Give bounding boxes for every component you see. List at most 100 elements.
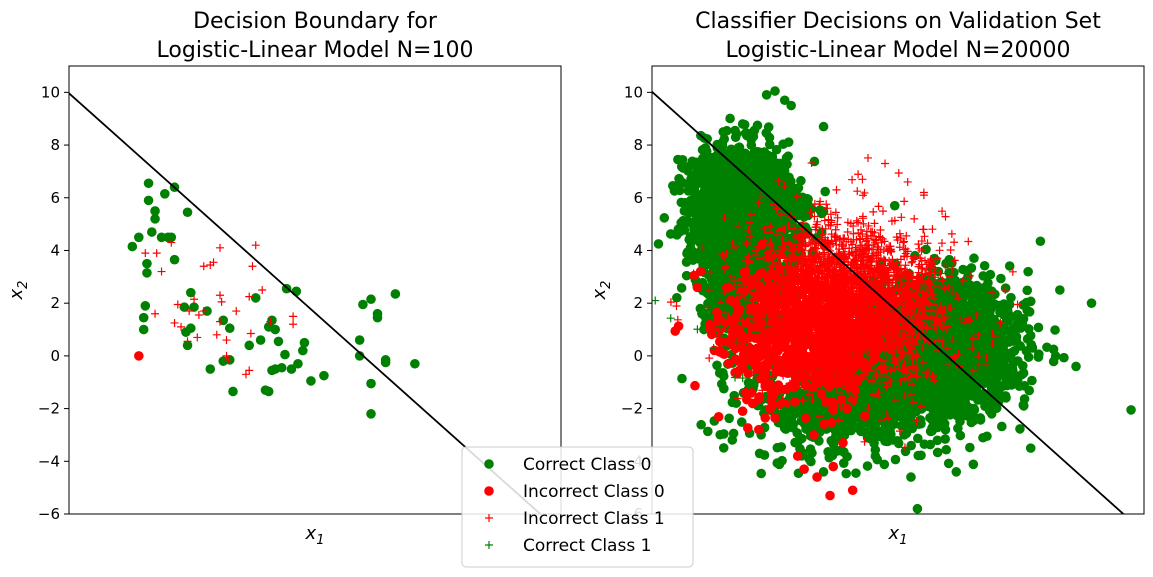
correct-class-0-point bbox=[273, 336, 284, 347]
correct-class-0-point bbox=[706, 157, 716, 168]
incorrect-class-1-point bbox=[152, 249, 161, 258]
correct-class-0-point bbox=[1086, 298, 1097, 308]
correct-class-0-point bbox=[806, 204, 817, 214]
correct-class-0-point bbox=[912, 433, 923, 444]
correct-class-0-point bbox=[673, 224, 684, 235]
incorrect-class-1-point bbox=[151, 309, 160, 318]
x-axis-label-sub: 1 bbox=[899, 533, 907, 548]
correct-class-0-point bbox=[916, 450, 926, 461]
correct-class-0-point bbox=[932, 447, 943, 458]
correct-class-0-point bbox=[138, 312, 149, 323]
series-correct-class-0 bbox=[127, 178, 420, 419]
correct-class-0-point bbox=[299, 337, 310, 348]
correct-class-0-point bbox=[1033, 322, 1044, 333]
correct-class-0-point bbox=[678, 163, 689, 173]
y-tick-label: 4 bbox=[633, 241, 643, 259]
correct-class-0-point bbox=[980, 300, 991, 311]
correct-class-0-point bbox=[1018, 401, 1029, 411]
correct-class-0-point bbox=[354, 351, 365, 361]
correct-class-0-point bbox=[291, 286, 302, 297]
correct-class-0-point bbox=[722, 184, 733, 194]
x-axis-label: x1 bbox=[305, 523, 325, 548]
correct-class-0-point bbox=[921, 244, 931, 255]
correct-class-0-point bbox=[181, 327, 191, 337]
correct-class-0-point bbox=[1015, 424, 1025, 434]
correct-class-0-point bbox=[930, 421, 941, 432]
y-tick-label: 4 bbox=[50, 241, 60, 259]
correct-class-0-point bbox=[959, 306, 970, 316]
correct-class-0-point bbox=[147, 227, 157, 237]
correct-class-0-point bbox=[1017, 369, 1027, 380]
correct-class-0-point bbox=[772, 458, 783, 468]
correct-class-0-point bbox=[958, 264, 968, 275]
correct-class-0-point bbox=[150, 214, 160, 224]
correct-class-0-point bbox=[752, 120, 763, 131]
incorrect-class-1-point bbox=[216, 317, 225, 326]
correct-class-0-point bbox=[366, 294, 376, 305]
x-axis-label: x1 bbox=[888, 523, 908, 548]
correct-class-0-point bbox=[953, 336, 964, 346]
correct-class-0-point bbox=[792, 428, 803, 438]
correct-class-0-point bbox=[665, 229, 676, 239]
correct-class-0-point bbox=[820, 186, 830, 197]
correct-class-0-point bbox=[992, 330, 1003, 340]
correct-class-0-point bbox=[763, 122, 774, 132]
incorrect-class-1-point bbox=[232, 307, 241, 316]
correct-class-0-point bbox=[685, 217, 695, 228]
correct-class-0-point bbox=[717, 137, 728, 148]
chart-title-line: Logistic-Linear Model N=20000 bbox=[726, 38, 1071, 63]
correct-class-0-point bbox=[142, 268, 152, 278]
correct-class-0-point bbox=[127, 241, 138, 252]
correct-class-0-point bbox=[692, 163, 703, 174]
y-tick-label: 2 bbox=[50, 294, 60, 312]
correct-class-0-point bbox=[1025, 330, 1036, 341]
correct-class-0-point bbox=[996, 353, 1006, 364]
y-tick-label: 6 bbox=[633, 189, 643, 207]
correct-class-0-point bbox=[879, 459, 890, 470]
y-tick-label: 0 bbox=[633, 347, 643, 365]
correct-class-0-point bbox=[1059, 352, 1069, 363]
plot-area bbox=[652, 86, 1136, 514]
correct-class-0-point bbox=[306, 376, 316, 386]
correct-class-0-point bbox=[390, 289, 401, 299]
series-incorrect-class-1 bbox=[141, 238, 298, 379]
correct-class-0-point bbox=[293, 358, 303, 369]
correct-class-0-point bbox=[966, 263, 977, 273]
correct-class-0-point bbox=[1019, 394, 1030, 404]
correct-class-0-point bbox=[793, 183, 804, 193]
correct-class-0-point bbox=[166, 232, 177, 243]
x-axis-label-base: x bbox=[305, 523, 317, 544]
incorrect-class-1-point bbox=[209, 258, 218, 267]
incorrect-class-1-point bbox=[245, 292, 254, 301]
correct-class-0-point bbox=[218, 315, 229, 326]
incorrect-class-1-point bbox=[167, 238, 176, 247]
correct-class-0-point bbox=[1008, 323, 1018, 334]
x-axis-label-base: x bbox=[888, 523, 900, 544]
y-axis-label: x2 bbox=[589, 281, 614, 301]
series-incorrect-class-0 bbox=[134, 351, 144, 361]
correct-class-0-point bbox=[179, 302, 190, 312]
correct-class-0-point bbox=[941, 444, 952, 455]
chart-title-line: Classifier Decisions on Validation Set bbox=[695, 9, 1101, 34]
correct-class-0-point bbox=[970, 304, 981, 315]
correct-class-0-point bbox=[142, 258, 152, 269]
correct-class-0-point bbox=[791, 203, 801, 213]
correct-class-0-point bbox=[182, 207, 193, 218]
correct-class-0-point bbox=[372, 312, 383, 323]
correct-class-0-point bbox=[756, 468, 766, 479]
correct-class-0-point bbox=[793, 436, 804, 447]
incorrect-class-1-point bbox=[185, 307, 194, 316]
correct-class-0-point bbox=[733, 142, 744, 153]
correct-class-0-point bbox=[771, 144, 782, 155]
correct-class-0-point bbox=[228, 386, 238, 397]
plot-area bbox=[69, 92, 542, 514]
incorrect-class-1-point bbox=[199, 262, 208, 271]
incorrect-class-1-point bbox=[141, 249, 150, 258]
correct-class-0-point bbox=[764, 132, 775, 143]
correct-class-0-point bbox=[754, 448, 765, 459]
correct-class-0-point bbox=[1008, 356, 1019, 366]
correct-class-0-point bbox=[700, 165, 711, 176]
correct-class-0-point bbox=[150, 206, 160, 216]
correct-class-0-point bbox=[1004, 261, 1015, 271]
